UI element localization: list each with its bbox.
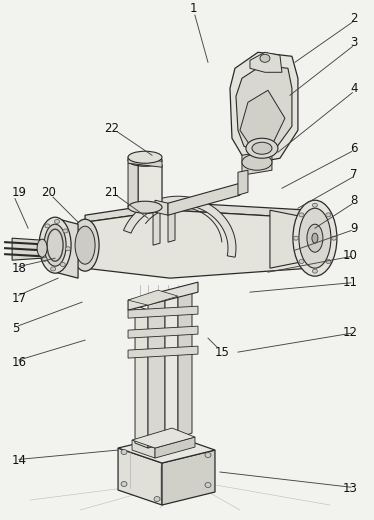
Polygon shape (240, 90, 285, 148)
Polygon shape (242, 150, 272, 175)
Polygon shape (148, 296, 165, 448)
Ellipse shape (75, 226, 95, 264)
Polygon shape (123, 196, 236, 257)
Polygon shape (128, 326, 198, 338)
Polygon shape (230, 53, 298, 162)
Text: 15: 15 (215, 346, 229, 359)
Text: 18: 18 (12, 262, 27, 275)
Text: 17: 17 (12, 292, 27, 305)
Polygon shape (135, 305, 148, 448)
Polygon shape (162, 450, 215, 505)
Ellipse shape (299, 208, 331, 268)
Text: 5: 5 (12, 322, 19, 335)
Ellipse shape (39, 217, 71, 273)
Polygon shape (128, 282, 198, 310)
Text: 7: 7 (350, 168, 358, 181)
Text: 16: 16 (12, 356, 27, 369)
Ellipse shape (312, 203, 318, 207)
Polygon shape (132, 428, 195, 448)
Text: 9: 9 (350, 222, 358, 235)
Ellipse shape (252, 142, 272, 154)
Ellipse shape (65, 247, 70, 251)
Polygon shape (132, 440, 155, 458)
Text: 14: 14 (12, 453, 27, 466)
Polygon shape (85, 210, 310, 278)
Ellipse shape (242, 154, 272, 170)
Polygon shape (128, 157, 162, 167)
Ellipse shape (71, 219, 99, 271)
Polygon shape (128, 346, 198, 358)
Ellipse shape (326, 259, 331, 264)
Ellipse shape (55, 219, 59, 224)
Polygon shape (55, 218, 78, 278)
Ellipse shape (154, 497, 160, 501)
Ellipse shape (260, 54, 270, 62)
Text: 19: 19 (12, 186, 27, 199)
Polygon shape (118, 448, 162, 505)
Polygon shape (155, 200, 168, 215)
Ellipse shape (40, 240, 45, 243)
Ellipse shape (293, 200, 337, 276)
Polygon shape (85, 202, 310, 222)
Polygon shape (155, 437, 195, 458)
Text: 3: 3 (350, 36, 358, 49)
Text: 1: 1 (189, 2, 197, 15)
Polygon shape (165, 292, 178, 443)
Ellipse shape (299, 259, 304, 264)
Text: 13: 13 (343, 482, 358, 495)
Polygon shape (118, 435, 215, 463)
Ellipse shape (121, 450, 127, 454)
Text: 6: 6 (350, 142, 358, 155)
Ellipse shape (63, 229, 68, 233)
Polygon shape (128, 160, 138, 207)
Ellipse shape (132, 155, 158, 165)
Text: 8: 8 (350, 194, 358, 207)
Polygon shape (138, 160, 162, 210)
Ellipse shape (128, 201, 162, 213)
Ellipse shape (205, 483, 211, 488)
Ellipse shape (246, 138, 278, 158)
Polygon shape (178, 288, 192, 438)
Text: 4: 4 (350, 82, 358, 95)
Ellipse shape (37, 239, 47, 257)
Text: 21: 21 (105, 186, 120, 199)
Polygon shape (238, 170, 248, 195)
Ellipse shape (44, 224, 66, 266)
Ellipse shape (45, 224, 50, 228)
Text: 10: 10 (343, 249, 358, 262)
Ellipse shape (312, 233, 318, 243)
Polygon shape (12, 238, 42, 260)
Ellipse shape (326, 213, 331, 217)
Ellipse shape (42, 257, 47, 262)
Ellipse shape (121, 482, 127, 487)
Text: 2: 2 (350, 12, 358, 25)
Text: 12: 12 (343, 326, 358, 339)
Polygon shape (153, 205, 160, 245)
Ellipse shape (294, 236, 298, 240)
Polygon shape (270, 210, 310, 268)
Ellipse shape (128, 154, 162, 166)
Polygon shape (128, 290, 178, 305)
Ellipse shape (299, 213, 304, 217)
Polygon shape (168, 183, 240, 215)
Ellipse shape (128, 151, 162, 163)
Text: 11: 11 (343, 276, 358, 289)
Polygon shape (128, 306, 198, 318)
Text: 20: 20 (41, 186, 55, 199)
Text: 22: 22 (105, 122, 120, 135)
Ellipse shape (60, 263, 65, 266)
Ellipse shape (205, 452, 211, 458)
Polygon shape (236, 66, 292, 152)
Ellipse shape (312, 269, 318, 273)
Ellipse shape (307, 224, 323, 252)
Polygon shape (250, 53, 282, 72)
Polygon shape (168, 205, 175, 242)
Ellipse shape (331, 236, 336, 240)
Ellipse shape (50, 267, 56, 271)
